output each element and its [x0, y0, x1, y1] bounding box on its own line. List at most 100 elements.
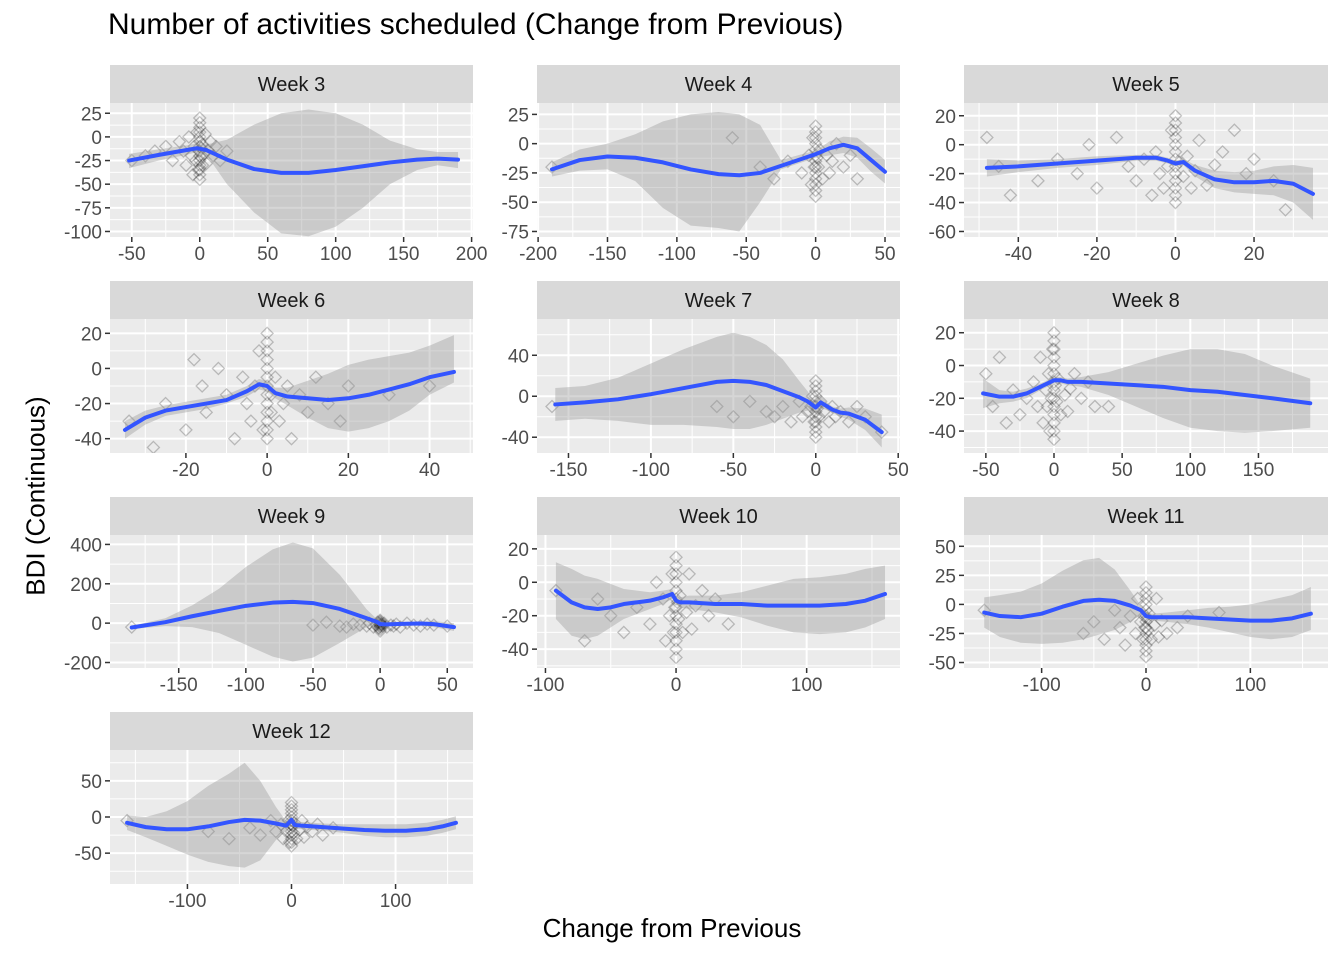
data-point: [284, 839, 299, 853]
data-point: [1070, 166, 1085, 181]
y-tick-label: -20: [929, 165, 956, 186]
data-point: [808, 154, 823, 169]
axis-ticks: -150 -100 -50 0 50 400 200 0 -200: [64, 535, 458, 696]
data-point: [260, 422, 275, 437]
x-tick-label: 150: [1243, 460, 1275, 481]
data-point: [1139, 643, 1153, 658]
data-point: [1047, 325, 1061, 340]
panel-background: [537, 319, 900, 453]
data-point: [1239, 166, 1254, 181]
data-point: [192, 153, 207, 168]
data-point: [1168, 166, 1183, 181]
facet-panel: Week 6 -20 0 20 40 20 0 -20 -40: [75, 281, 473, 481]
y-tick-label: -50: [929, 654, 956, 675]
data-point: [260, 361, 275, 376]
data-point: [1139, 597, 1153, 612]
data-point: [666, 625, 681, 640]
data-point: [260, 431, 275, 446]
data-point: [1207, 158, 1222, 172]
data-point: [742, 394, 757, 409]
data-point: [1135, 632, 1150, 647]
facet-strip: [537, 281, 900, 319]
data-point: [1067, 366, 1082, 381]
data-point: [577, 633, 592, 648]
confidence-ribbon: [983, 349, 1311, 433]
data-point: [268, 370, 283, 385]
data-point: [1031, 173, 1045, 188]
data-point: [192, 129, 207, 144]
data-point: [188, 153, 203, 168]
data-point: [373, 624, 388, 638]
data-point: [1147, 618, 1162, 633]
data-point: [227, 431, 242, 446]
y-tick-label: 0: [518, 135, 529, 156]
x-tick-label: 0: [810, 460, 821, 481]
x-tick-label: -100: [632, 460, 670, 481]
panel-layers: [110, 103, 473, 237]
data-point: [280, 379, 295, 393]
data-point: [1123, 609, 1138, 623]
facet-strip-label: Week 4: [685, 74, 752, 96]
data-point: [1168, 188, 1183, 203]
data-point: [669, 558, 683, 573]
x-tick-label: 100: [791, 675, 823, 696]
data-point: [192, 139, 207, 154]
confidence-ribbon: [124, 335, 454, 439]
data-point: [800, 404, 815, 419]
data-point: [138, 148, 153, 163]
data-point: [332, 619, 347, 634]
data-point: [192, 115, 207, 130]
facet-strip-label: Week 6: [258, 290, 325, 312]
data-point: [812, 409, 826, 424]
data-point: [1144, 632, 1159, 647]
data-point: [858, 409, 873, 424]
x-tick-label: 100: [320, 244, 352, 265]
x-tick-label: 150: [388, 244, 420, 265]
data-point: [264, 405, 279, 420]
data-point: [1044, 391, 1059, 406]
axis-ticks: -100 0 100 50 0 -50: [75, 772, 412, 912]
data-point: [794, 166, 809, 180]
data-point: [1168, 137, 1183, 152]
y-tick-label: 0: [91, 614, 102, 635]
data-point: [1109, 130, 1124, 145]
facet-strip-label: Week 5: [1112, 74, 1179, 96]
facet-strip-label: Week 12: [252, 721, 331, 743]
data-point: [1199, 178, 1214, 193]
data-point: [239, 396, 254, 411]
x-tick-label: 0: [671, 675, 682, 696]
y-tick-label: 20: [508, 540, 529, 561]
data-point: [1049, 394, 1064, 409]
data-point: [669, 608, 683, 623]
data-point: [120, 813, 134, 828]
data-point: [195, 158, 210, 173]
data-point: [292, 823, 307, 837]
data-point: [382, 387, 396, 402]
facet-panel: Week 11 -100 0 100 50 25 0 -25 -50: [929, 497, 1328, 696]
data-point: [333, 414, 348, 429]
data-point: [201, 824, 216, 839]
x-tick-label: -100: [526, 675, 564, 696]
data-point: [1192, 133, 1206, 148]
data-point: [190, 125, 204, 140]
data-point: [256, 422, 270, 437]
data-point: [1047, 399, 1061, 414]
data-point: [198, 127, 213, 141]
data-point: [1047, 358, 1061, 373]
data-point: [1139, 626, 1153, 641]
y-tick-label: 0: [945, 357, 956, 378]
y-tick-label: 400: [70, 535, 102, 556]
x-tick-label: 0: [262, 460, 273, 481]
data-point: [1063, 381, 1078, 396]
panel-layers: [537, 319, 900, 453]
y-tick-label: -20: [75, 395, 102, 416]
smooth-line: [984, 155, 1315, 196]
data-point: [658, 633, 673, 648]
data-point: [1053, 407, 1068, 422]
data-point: [808, 373, 823, 388]
data-point: [1047, 424, 1061, 438]
facet-strip: [964, 65, 1328, 103]
data-point: [682, 567, 697, 581]
panel-layers: [537, 535, 900, 668]
